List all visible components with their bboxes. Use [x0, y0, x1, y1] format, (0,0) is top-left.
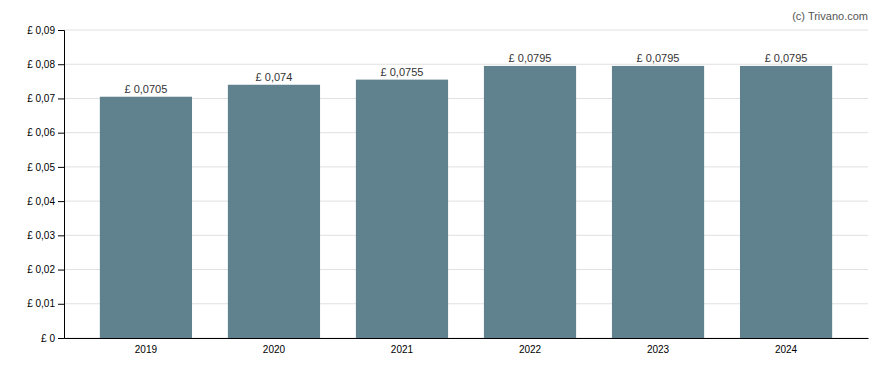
y-tick: £ 0,04 — [27, 196, 64, 207]
x-tick: 2019 — [135, 344, 158, 355]
data-label: £ 0,0705 — [125, 83, 168, 95]
y-tick-mark — [58, 64, 64, 65]
x-tick-label: 2019 — [135, 344, 158, 355]
x-tick-label: 2023 — [647, 344, 670, 355]
grid-line — [64, 30, 868, 31]
x-tick: 2021 — [391, 344, 414, 355]
y-tick: £ 0,05 — [27, 162, 64, 173]
bar — [740, 66, 832, 338]
x-axis: 2019 2020 2021 2022 2023 2024 — [65, 339, 869, 356]
y-tick-label: £ 0,03 — [27, 230, 55, 241]
x-tick-label: 2022 — [519, 344, 542, 355]
y-tick-label: £ 0,08 — [27, 59, 55, 70]
x-tick-label: 2024 — [775, 344, 798, 355]
x-tick: 2024 — [775, 344, 798, 355]
grid-line — [64, 64, 868, 65]
y-tick-mark — [58, 167, 64, 168]
y-tick: £ 0,06 — [27, 127, 64, 138]
bar — [100, 97, 192, 338]
y-tick-mark — [58, 304, 64, 305]
x-tick: 2023 — [647, 344, 670, 355]
y-tick: £ 0,08 — [27, 59, 64, 70]
data-label: £ 0,074 — [256, 71, 293, 83]
x-tick: 2020 — [263, 344, 286, 355]
x-tick-label: 2021 — [391, 344, 414, 355]
x-tick: 2022 — [519, 344, 542, 355]
y-tick-label: £ 0 — [41, 333, 55, 344]
y-tick-mark — [58, 201, 64, 202]
bar — [356, 80, 448, 338]
y-tick-label: £ 0,05 — [27, 162, 55, 173]
data-labels: £ 0,0705 £ 0,074 £ 0,0755 £ 0,0795 £ 0,0795 £… — [125, 52, 808, 95]
y-tick-mark — [58, 235, 64, 236]
y-tick-label: £ 0,06 — [27, 127, 55, 138]
x-axis-line — [65, 338, 869, 339]
x-tick-label: 2020 — [263, 344, 286, 355]
bar — [484, 66, 576, 338]
y-tick: £ 0,01 — [27, 298, 64, 309]
chart: £ 0 £ 0,01 £ 0,02 £ 0,03 £ 0,04 £ 0,05 £ 0,06 £… — [0, 0, 888, 370]
annotation: (c) Trivano.com — [792, 10, 868, 22]
data-label: £ 0,0795 — [765, 52, 808, 64]
y-tick-label: £ 0,04 — [27, 196, 55, 207]
y-tick: £ 0 — [41, 333, 64, 344]
data-label: £ 0,0795 — [637, 52, 680, 64]
y-tick: £ 0,07 — [27, 93, 64, 104]
bars — [100, 66, 832, 338]
y-tick-mark — [58, 98, 64, 99]
y-tick-label: £ 0,01 — [27, 298, 55, 309]
bar — [228, 85, 320, 338]
y-axis: £ 0 £ 0,01 £ 0,02 £ 0,03 £ 0,04 £ 0,05 £ 0,06 £… — [27, 25, 64, 344]
y-axis-line — [58, 31, 65, 339]
y-tick: £ 0,02 — [27, 264, 64, 275]
y-tick: £ 0,09 — [27, 25, 64, 36]
data-label: £ 0,0755 — [381, 66, 424, 78]
grid — [64, 30, 868, 338]
bar — [612, 66, 704, 338]
y-tick-mark — [58, 30, 64, 31]
y-tick: £ 0,03 — [27, 230, 64, 241]
y-tick-mark — [58, 133, 64, 134]
y-tick-label: £ 0,02 — [27, 264, 55, 275]
data-label: £ 0,0795 — [509, 52, 552, 64]
y-tick-label: £ 0,07 — [27, 93, 55, 104]
y-tick-mark — [58, 270, 64, 271]
y-tick-mark — [58, 338, 64, 339]
plot: £ 0 £ 0,01 £ 0,02 £ 0,03 £ 0,04 £ 0,05 £ 0,06 £… — [27, 10, 868, 355]
y-tick-label: £ 0,09 — [27, 25, 55, 36]
